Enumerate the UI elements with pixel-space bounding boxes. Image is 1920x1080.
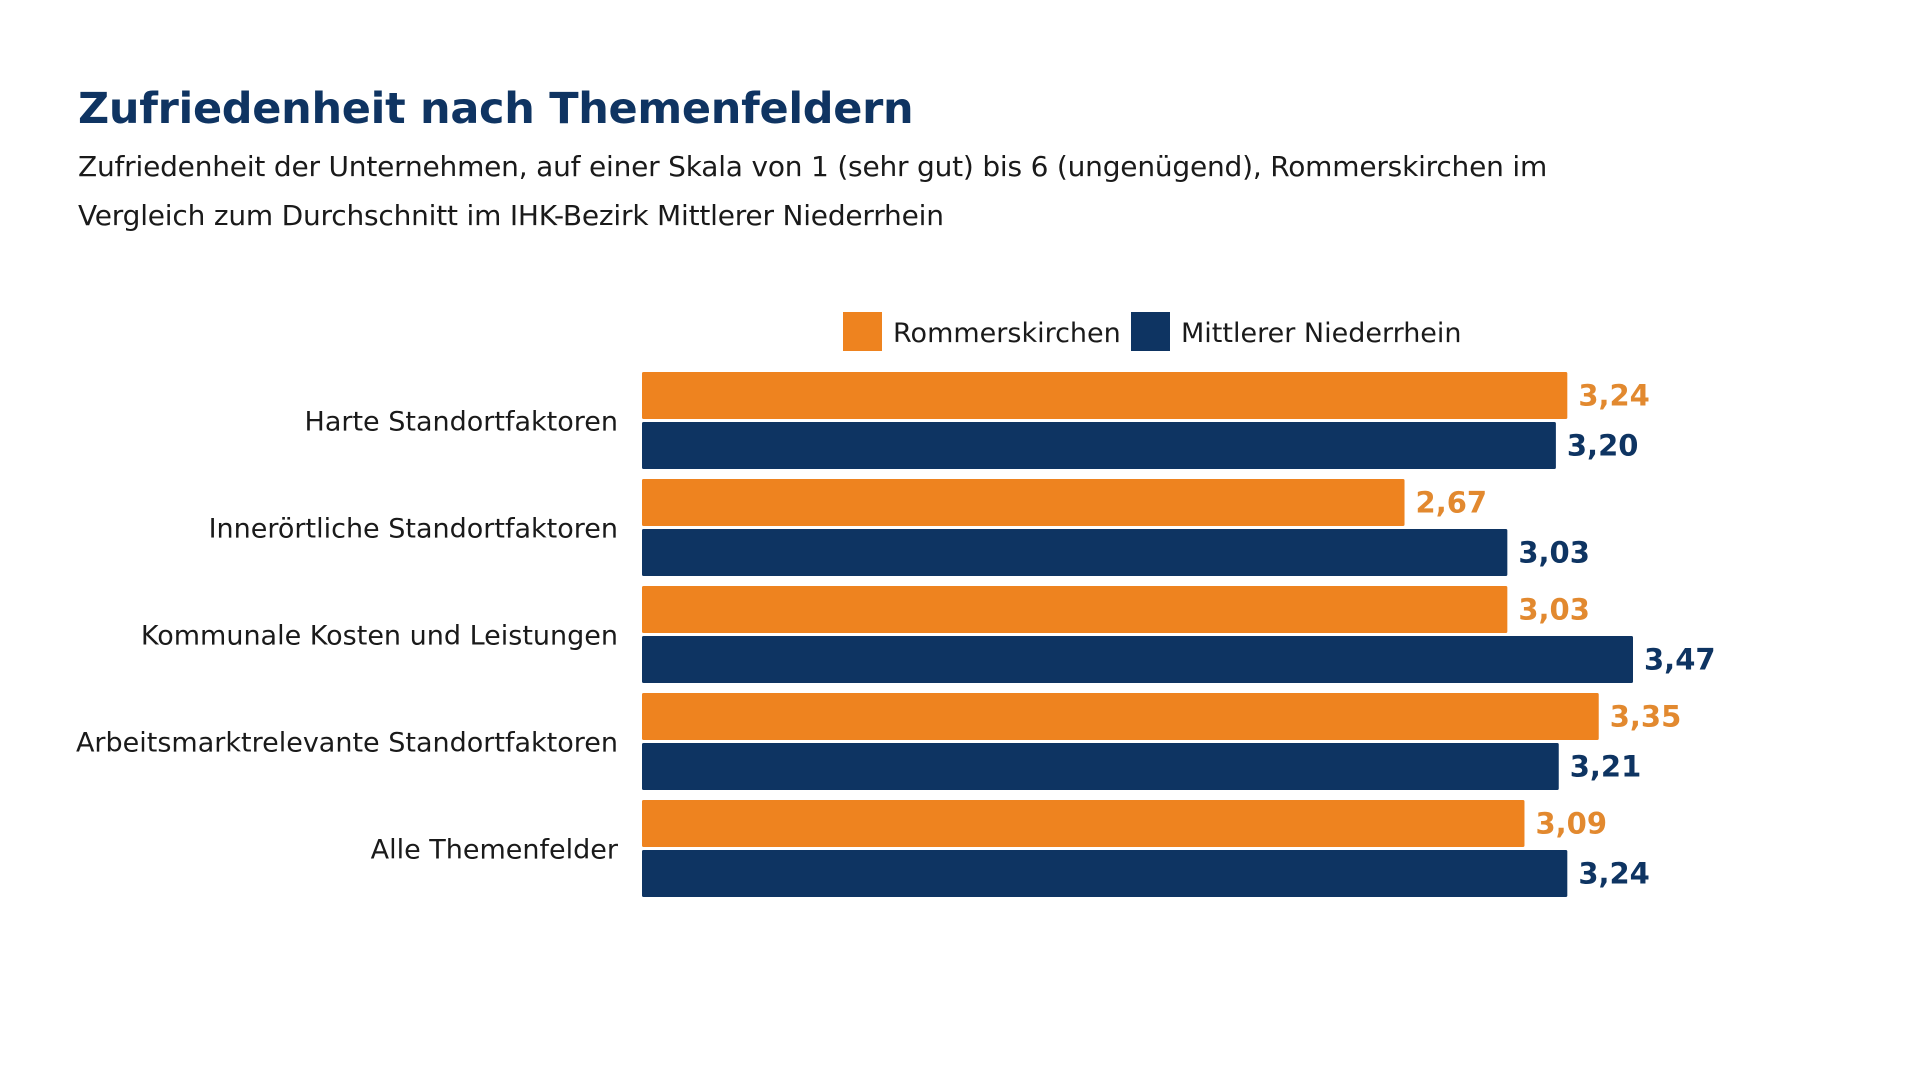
value-label-rommerskirchen-inneroertliche-standortfaktoren: 2,67 bbox=[1416, 486, 1488, 520]
value-label-mittlerer-niederrhein-alle-themenfelder: 3,24 bbox=[1578, 857, 1650, 891]
bar-rommerskirchen-harte-standortfaktoren bbox=[642, 372, 1568, 419]
category-label-arbeitsmarktrelevante-standortfaktoren: Arbeitsmarktrelevante Standortfaktoren bbox=[76, 728, 618, 759]
value-label-rommerskirchen-arbeitsmarktrelevante-standortfaktoren: 3,35 bbox=[1610, 700, 1682, 734]
bar-rommerskirchen-alle-themenfelder bbox=[642, 800, 1525, 847]
category-label-harte-standortfaktoren: Harte Standortfaktoren bbox=[305, 407, 618, 438]
chart-bars: Harte Standortfaktoren 3,24 3,20 Innerörtli… bbox=[76, 372, 1716, 897]
bar-mittlerer-niederrhein-harte-standortfaktoren bbox=[642, 422, 1556, 469]
value-label-mittlerer-niederrhein-arbeitsmarktrelevante-standortfaktoren: 3,21 bbox=[1570, 750, 1642, 784]
legend-label-mittlerer-niederrhein: Mittlerer Niederrhein bbox=[1181, 318, 1462, 349]
value-label-rommerskirchen-alle-themenfelder: 3,09 bbox=[1535, 807, 1607, 841]
category-label-alle-themenfelder: Alle Themenfelder bbox=[371, 835, 619, 866]
bar-mittlerer-niederrhein-alle-themenfelder bbox=[642, 850, 1568, 897]
legend-label-rommerskirchen: Rommerskirchen bbox=[893, 318, 1121, 349]
bar-rommerskirchen-arbeitsmarktrelevante-standortfaktoren bbox=[642, 693, 1599, 740]
legend-swatch-mittlerer-niederrhein bbox=[1131, 312, 1170, 351]
bar-mittlerer-niederrhein-kommunale-kosten-und-leistungen bbox=[642, 636, 1633, 683]
chart-title: Zufriedenheit nach Themenfeldern bbox=[78, 84, 914, 134]
bar-mittlerer-niederrhein-inneroertliche-standortfaktoren bbox=[642, 529, 1508, 576]
value-label-mittlerer-niederrhein-harte-standortfaktoren: 3,20 bbox=[1567, 429, 1639, 463]
legend-swatch-rommerskirchen bbox=[843, 312, 882, 351]
bar-rommerskirchen-inneroertliche-standortfaktoren bbox=[642, 479, 1405, 526]
category-label-kommunale-kosten-und-leistungen: Kommunale Kosten und Leistungen bbox=[141, 621, 618, 652]
value-label-rommerskirchen-harte-standortfaktoren: 3,24 bbox=[1578, 379, 1650, 413]
value-label-mittlerer-niederrhein-kommunale-kosten-und-leistungen: 3,47 bbox=[1644, 643, 1716, 677]
category-label-inneroertliche-standortfaktoren: Innerörtliche Standortfaktoren bbox=[209, 514, 618, 545]
chart-subtitle: Zufriedenheit der Unternehmen, auf einer… bbox=[78, 150, 1548, 232]
chart-legend: Rommerskirchen Mittlerer Niederrhein bbox=[843, 312, 1462, 351]
value-label-mittlerer-niederrhein-inneroertliche-standortfaktoren: 3,03 bbox=[1518, 536, 1590, 570]
bar-rommerskirchen-kommunale-kosten-und-leistungen bbox=[642, 586, 1508, 633]
value-label-rommerskirchen-kommunale-kosten-und-leistungen: 3,03 bbox=[1518, 593, 1590, 627]
bar-mittlerer-niederrhein-arbeitsmarktrelevante-standortfaktoren bbox=[642, 743, 1559, 790]
